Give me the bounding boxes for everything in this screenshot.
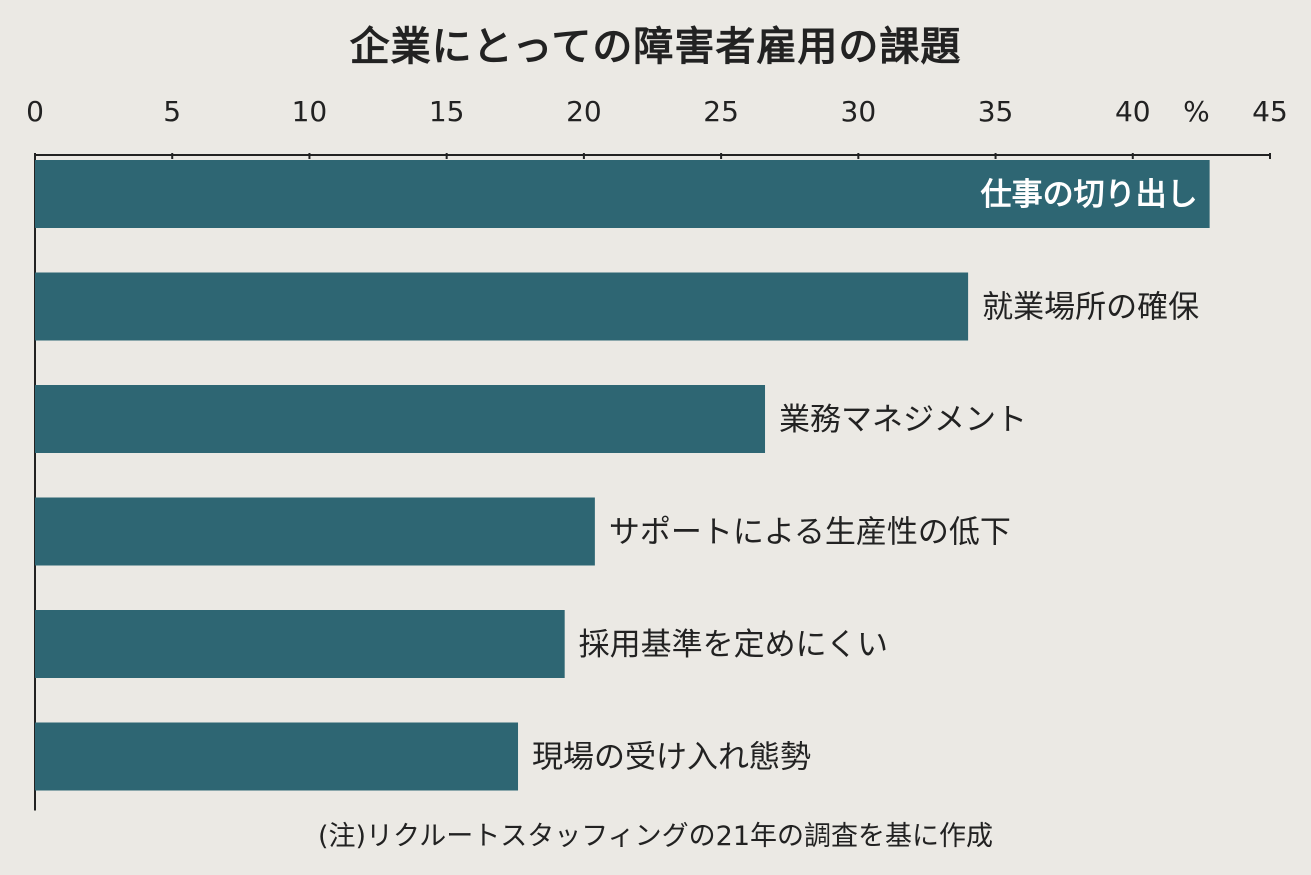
bars: 仕事の切り出し就業場所の確保業務マネジメントサポートによる生産性の低下採用基準を… <box>35 160 1210 791</box>
x-unit-label: % <box>1183 95 1210 128</box>
bar <box>35 722 519 791</box>
bar <box>35 272 969 341</box>
bar <box>35 497 595 566</box>
x-tick-label: 35 <box>978 95 1014 128</box>
x-tick-label: 20 <box>566 95 602 128</box>
x-tick-label: 15 <box>429 95 465 128</box>
bar-label: 仕事の切り出し <box>981 177 1198 213</box>
bar <box>35 610 565 678</box>
bar-label: 就業場所の確保 <box>982 290 1199 326</box>
bar-label: サポートによる生産性の低下 <box>609 515 1011 551</box>
x-tick-label: 10 <box>292 95 328 128</box>
bar-label: 現場の受け入れ態勢 <box>532 740 811 776</box>
source-note: (注)リクルートスタッフィングの21年の調査を基に作成 <box>317 821 994 852</box>
bar <box>35 160 1210 228</box>
x-tick-label: 40 <box>1115 95 1151 128</box>
x-axis: 0 5 10 15 20 25 30 35 40 45% <box>26 95 1288 811</box>
chart-title: 企業にとっての障害者雇用の課題 <box>349 24 962 70</box>
x-tick-label: 45 <box>1252 95 1288 128</box>
x-tick-label: 5 <box>163 95 181 128</box>
x-tick-label: 30 <box>841 95 877 128</box>
x-tick-label: 0 <box>26 95 44 128</box>
bar <box>35 385 766 453</box>
x-tick-label: 25 <box>703 95 739 128</box>
bar-label: 採用基準を定めにくい <box>579 627 888 663</box>
bar-label: 業務マネジメント <box>779 402 1027 438</box>
